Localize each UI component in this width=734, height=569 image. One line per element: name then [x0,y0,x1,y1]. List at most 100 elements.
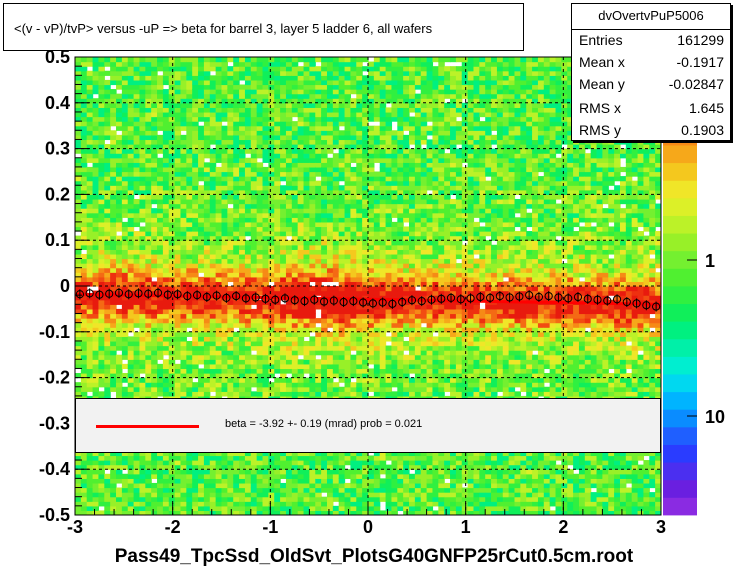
heatmap-cell [209,244,217,250]
heatmap-cell [285,130,293,136]
heatmap-cell [368,460,375,466]
heatmap-cell [221,258,228,264]
heatmap-cell [121,308,129,315]
heatmap-cell [338,166,346,173]
heatmap-cell [162,450,170,457]
heatmap-cell [98,134,105,141]
heatmap-cell [98,322,105,328]
heatmap-cell [133,162,141,168]
heatmap-cell [244,198,252,205]
heatmap-cell [151,304,158,310]
heatmap-cell [227,263,234,269]
heatmap-cell [297,189,305,195]
heatmap-cell [127,327,135,333]
heatmap-cell [373,382,381,388]
heatmap-cell [139,93,146,99]
heatmap-cell [291,130,299,136]
heatmap-cell [209,57,217,63]
heatmap-cell [321,482,328,489]
heatmap-cell [321,345,328,351]
heatmap-cell [116,217,123,223]
heatmap-cell [239,125,246,131]
heatmap-cell [110,258,117,264]
heatmap-cell [198,492,205,498]
heatmap-cell [280,93,287,99]
heatmap-cell [291,496,299,502]
heatmap-cell [116,116,123,122]
heatmap-cell [151,258,158,264]
heatmap-cell [291,359,299,365]
heatmap-cell [309,84,316,90]
heatmap-cell [321,217,328,223]
heatmap-cell [321,157,328,163]
heatmap-cell [344,450,352,457]
heatmap-cell [262,212,269,218]
heatmap-cell [162,208,170,214]
heatmap-cell [157,98,164,104]
heatmap-cell [86,194,94,200]
heatmap-cell [274,61,281,67]
heatmap-cell [133,171,141,177]
heatmap-cell [110,327,117,333]
heatmap-cell [244,102,252,108]
heatmap-cell [315,327,322,333]
heatmap-cell [233,208,240,214]
heatmap-cell [221,382,228,388]
heatmap-cell [362,391,369,397]
heatmap-cell [133,482,141,489]
heatmap-cell [362,144,369,150]
heatmap-cell [362,386,369,392]
heatmap-cell [92,359,100,365]
heatmap-cell [75,482,82,489]
heatmap-cell [139,501,146,507]
heatmap-cell [75,235,82,241]
heatmap-cell [139,102,146,108]
heatmap-cell [368,340,375,347]
heatmap-cell [309,299,316,305]
heatmap-cell [344,368,352,374]
heatmap-cell [362,359,369,365]
heatmap-cell [350,345,357,351]
heatmap-cell [116,66,123,72]
heatmap-cell [303,61,310,67]
heatmap-cell [309,308,316,315]
heatmap-cell [227,308,234,315]
heatmap-cell [309,240,316,246]
heatmap-cell [104,212,111,218]
heatmap-cell [86,377,94,383]
heatmap-cell [139,496,146,502]
heatmap-cell [98,258,105,264]
heatmap-cell [362,382,369,388]
heatmap-cell [186,496,193,502]
heatmap-cell [127,290,135,296]
heatmap-cell [151,340,158,347]
heatmap-cell [180,313,187,319]
heatmap-cell [157,84,164,90]
heatmap-cell [285,290,293,296]
heatmap-cell [198,75,205,81]
heatmap-cell [256,125,264,131]
heatmap-cell [192,382,199,388]
heatmap-cell [297,153,305,159]
heatmap-cell [285,148,293,154]
heatmap-cell [244,460,252,466]
heatmap-cell [250,240,258,246]
heatmap-cell [192,148,199,154]
heatmap-cell [80,185,88,191]
heatmap-cell [321,391,328,397]
heatmap-cell [121,148,129,154]
heatmap-cell [285,84,293,90]
heatmap-cell [356,121,363,127]
heatmap-cell [285,198,293,205]
heatmap-cell [174,162,182,168]
heatmap-cell [321,359,328,365]
heatmap-cell [280,79,287,86]
heatmap-cell [139,327,146,333]
heatmap-cell [192,304,199,310]
heatmap-cell [80,382,88,388]
heatmap-cell [326,308,334,315]
heatmap-cell [198,139,205,145]
heatmap-cell [221,212,228,218]
heatmap-cell [268,276,275,283]
heatmap-cell [291,144,299,150]
